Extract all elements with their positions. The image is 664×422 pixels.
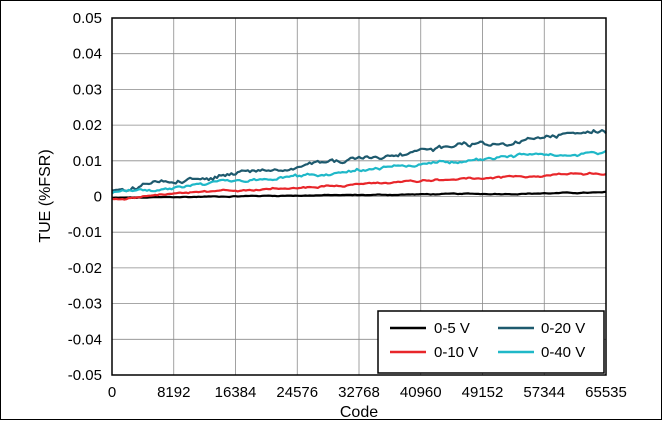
- x-tick-label: 65535: [585, 384, 627, 401]
- series-line-0-40v: [111, 149, 607, 195]
- series-lines: [111, 129, 607, 201]
- x-tick-label: 24576: [276, 384, 318, 401]
- x-tick-label: 49152: [462, 384, 504, 401]
- y-tick-label: 0.02: [73, 117, 102, 134]
- y-axis-label: TUE (%FSR): [37, 149, 54, 242]
- x-tick-labels: 0 8192 16384 24576 32768 40960 49152 57344 65535: [108, 384, 627, 401]
- x-tick-label: 32768: [338, 384, 380, 401]
- series-line-0-5v: [111, 190, 607, 200]
- y-tick-label: 0.05: [73, 10, 102, 27]
- legend: 0-5 V 0-20 V 0-10 V 0-40 V: [377, 310, 605, 374]
- x-axis-label: Code: [340, 404, 378, 421]
- legend-label-0-5v: 0-5 V: [434, 320, 470, 337]
- y-tick-label: 0: [94, 189, 102, 206]
- x-tick-label: 0: [108, 384, 116, 401]
- y-tick-label: -0.02: [68, 260, 102, 277]
- y-tick-label: 0.03: [73, 81, 102, 98]
- plot-area-border: [111, 17, 607, 376]
- legend-box: [377, 310, 605, 374]
- series-line-0-20v: [112, 129, 607, 193]
- y-tick-label: 0.04: [73, 46, 102, 63]
- y-tick-labels: 0.05 0.04 0.03 0.02 0.01 0 -0.01 -0.02 -0.03 -0.0…: [68, 10, 102, 384]
- y-tick-label: 0.01: [73, 153, 102, 170]
- legend-label-0-10v: 0-10 V: [434, 344, 478, 361]
- x-tick-label: 8192: [157, 384, 190, 401]
- series-line-0-10v: [111, 171, 607, 201]
- y-tick-label: -0.03: [68, 296, 102, 313]
- legend-label-0-40v: 0-40 V: [541, 344, 585, 361]
- legend-label-0-20v: 0-20 V: [541, 320, 585, 337]
- x-tick-label: 57344: [523, 384, 565, 401]
- x-tick-label: 16384: [215, 384, 257, 401]
- x-tick-label: 40960: [400, 384, 442, 401]
- y-tick-label: -0.05: [68, 367, 102, 384]
- y-tick-label: -0.04: [68, 331, 102, 348]
- y-tick-label: -0.01: [68, 224, 102, 241]
